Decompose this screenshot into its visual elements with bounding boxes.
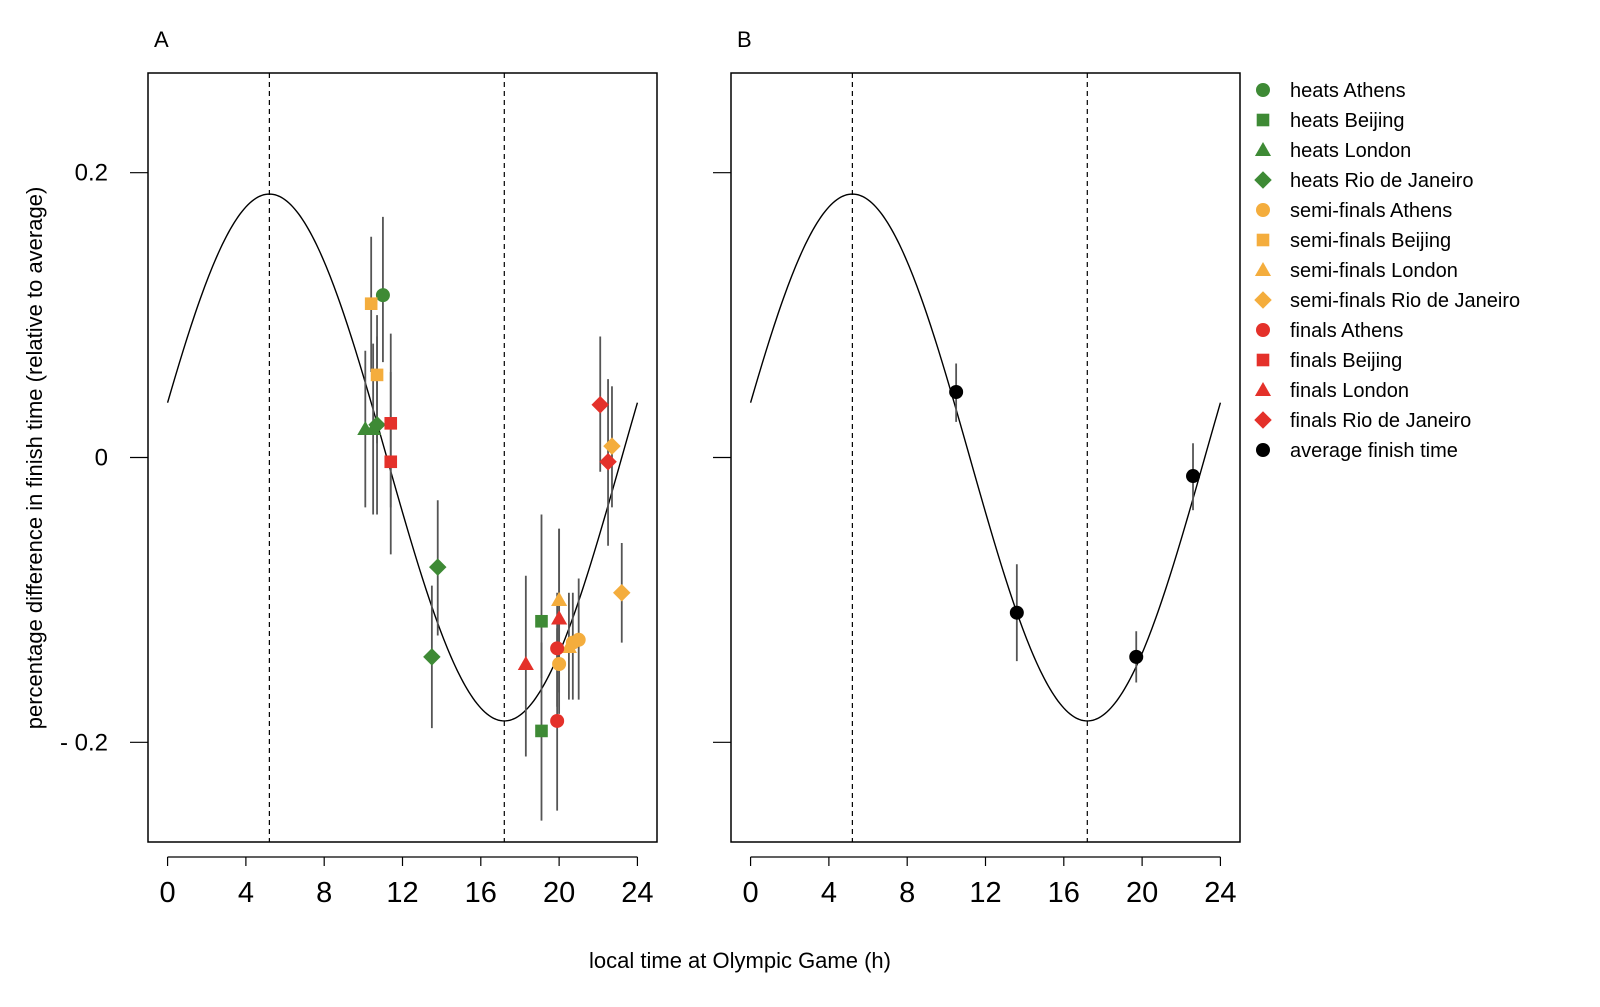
- legend-entry-heats-london: heats London: [1254, 140, 1411, 162]
- y-tick-label: - 0.2: [60, 729, 108, 756]
- x-tick-label: 12: [386, 877, 418, 909]
- legend-entry-semi-finals-athens: semi-finals Athens: [1256, 200, 1452, 222]
- x-tick-label: 16: [465, 877, 497, 909]
- x-tick-label: 20: [1126, 877, 1158, 909]
- point-heats-rio-de-janeiro: [423, 648, 441, 666]
- panel-label: B: [737, 27, 752, 52]
- legend-label: heats Rio de Janeiro: [1290, 170, 1473, 192]
- point-finals-london: [551, 610, 568, 625]
- legend-marker: [1256, 443, 1270, 457]
- legend-marker: [1254, 171, 1272, 189]
- point-finals-beijing: [384, 417, 398, 430]
- legend-entry-heats-beijing: heats Beijing: [1256, 110, 1405, 132]
- legend-entry-finals-beijing: finals Beijing: [1256, 350, 1402, 372]
- legend-marker: [1256, 353, 1270, 367]
- point-semi-finals-beijing: [364, 297, 378, 310]
- x-tick-label: 4: [821, 877, 837, 909]
- legend-marker: [1256, 203, 1270, 217]
- point-semi-finals-london: [551, 591, 568, 606]
- x-tick-label: 0: [743, 877, 759, 909]
- legend-label: semi-finals London: [1290, 260, 1458, 282]
- legend-entry-semi-finals-beijing: semi-finals Beijing: [1256, 230, 1451, 252]
- legend-entry-average-finish-time: average finish time: [1256, 440, 1458, 462]
- legend-marker: [1254, 411, 1272, 429]
- legend-marker: [1254, 291, 1272, 309]
- x-tick-label: 12: [969, 877, 1001, 909]
- legend-label: heats Beijing: [1290, 110, 1405, 132]
- legend-marker: [1254, 381, 1272, 397]
- x-tick-label: 24: [621, 877, 653, 909]
- x-tick-label: 4: [238, 877, 254, 909]
- legend-marker: [1254, 261, 1272, 277]
- x-tick-label: 8: [316, 877, 332, 909]
- point-average-finish-time: [949, 384, 964, 399]
- point-semi-finals-rio-de-janeiro: [613, 584, 631, 602]
- cosinor-curve: [749, 193, 1222, 722]
- point-heats-rio-de-janeiro: [428, 558, 447, 576]
- plot-frame: [147, 72, 658, 843]
- point-finals-rio-de-janeiro: [599, 453, 617, 471]
- point-heats-rio-de-janeiro: [368, 415, 386, 434]
- y-tick-label: 0.2: [75, 160, 108, 187]
- point-average-finish-time: [1129, 649, 1144, 664]
- point-finals-london: [517, 655, 534, 671]
- legend: heats Athens heats Beijing heats London hea…: [1254, 80, 1520, 462]
- legend-entry-heats-rio-de-janeiro: heats Rio de Janeiro: [1254, 170, 1473, 192]
- point-average-finish-time: [1186, 469, 1201, 484]
- legend-marker: [1256, 323, 1270, 337]
- panel-b: B 0 4 8 12 16 20 24: [713, 27, 1241, 909]
- x-tick-label: 8: [899, 877, 915, 909]
- point-heats-athens: [375, 288, 390, 303]
- legend-label: semi-finals Rio de Janeiro: [1290, 290, 1520, 312]
- point-heats-beijing: [535, 724, 548, 738]
- y-axis-title: percentage difference in finish time (re…: [22, 187, 47, 730]
- panel-label: A: [154, 27, 169, 52]
- data-points: [357, 288, 631, 738]
- legend-entry-semi-finals-rio-de-janeiro: semi-finals Rio de Janeiro: [1254, 290, 1520, 312]
- legend-label: finals Athens: [1290, 320, 1403, 342]
- x-tick-label: 24: [1204, 877, 1236, 909]
- legend-marker: [1256, 233, 1270, 247]
- point-finals-beijing: [384, 455, 398, 469]
- legend-marker: [1256, 83, 1270, 97]
- x-tick-label: 16: [1048, 877, 1080, 909]
- legend-label: semi-finals Beijing: [1290, 230, 1451, 252]
- y-tick-label: 0: [95, 445, 108, 472]
- x-tick-label: 0: [160, 877, 176, 909]
- legend-label: heats London: [1290, 140, 1411, 162]
- point-semi-finals-rio-de-janeiro: [603, 437, 621, 455]
- legend-label: heats Athens: [1290, 80, 1406, 102]
- legend-label: average finish time: [1290, 440, 1458, 462]
- legend-marker: [1256, 113, 1270, 127]
- point-semi-finals-beijing: [370, 368, 384, 382]
- legend-entry-finals-rio-de-janeiro: finals Rio de Janeiro: [1254, 410, 1471, 432]
- panel-a: A 0 4 8 12 16 20 24 0.2 0 - 0.2: [60, 27, 658, 909]
- x-tick-label: 20: [543, 877, 575, 909]
- legend-entry-finals-athens: finals Athens: [1256, 320, 1403, 342]
- point-heats-beijing: [535, 614, 548, 628]
- point-finals-athens: [550, 713, 565, 728]
- point-semi-finals-athens: [552, 656, 567, 671]
- x-axis-title: local time at Olympic Game (h): [589, 948, 891, 973]
- data-points: [949, 384, 1201, 664]
- legend-entry-semi-finals-london: semi-finals London: [1254, 260, 1458, 282]
- point-finals-athens: [550, 641, 565, 656]
- point-average-finish-time: [1009, 605, 1024, 620]
- point-finals-rio-de-janeiro: [591, 396, 609, 414]
- legend-label: finals London: [1290, 380, 1409, 402]
- legend-entry-heats-athens: heats Athens: [1256, 80, 1406, 102]
- legend-label: finals Beijing: [1290, 350, 1402, 372]
- legend-entry-finals-london: finals London: [1254, 380, 1409, 402]
- legend-marker: [1254, 141, 1272, 157]
- point-semi-finals-london: [560, 638, 577, 653]
- legend-label: finals Rio de Janeiro: [1290, 410, 1471, 432]
- error-bars: [955, 363, 1194, 683]
- panels: A 0 4 8 12 16 20 24 0.2 0 - 0.2 B 0 4 8 12 16 20 24: [60, 27, 1241, 909]
- legend-label: semi-finals Athens: [1290, 200, 1452, 222]
- plot-frame: [730, 72, 1241, 843]
- point-semi-finals-athens: [571, 632, 586, 647]
